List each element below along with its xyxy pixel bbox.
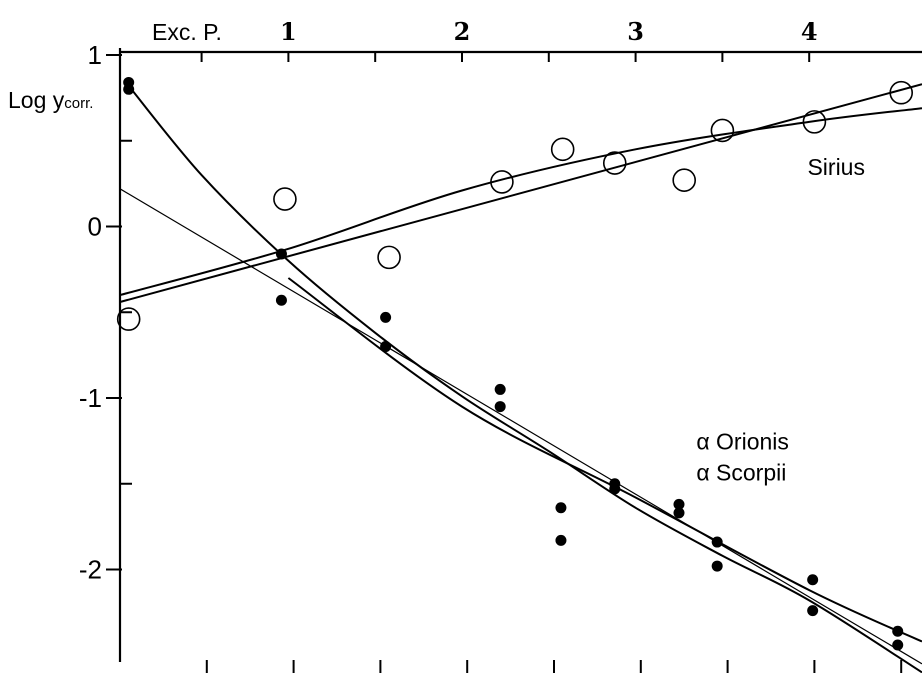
- orionis-point-12: [673, 498, 685, 510]
- y-tick-label-0: 1: [88, 40, 102, 70]
- orionis-point-17: [807, 605, 819, 617]
- sirius-point-6: [672, 168, 697, 192]
- orionis-point-14: [711, 536, 723, 548]
- orionis-point-5: [380, 341, 392, 353]
- orionis-fit-curve-2: [287, 277, 922, 643]
- sirius-point-0: [116, 307, 141, 331]
- sirius-point-9: [889, 80, 914, 105]
- y-axis-title-main: Log y: [8, 87, 65, 113]
- sirius-point-8: [802, 110, 827, 134]
- data-points: [116, 76, 914, 651]
- orionis-point-1: [123, 83, 135, 95]
- orionis-point-2: [275, 248, 287, 260]
- orionis-point-19: [892, 639, 904, 651]
- ticks: [106, 52, 903, 673]
- x-tick-label-3: 4: [801, 17, 818, 46]
- x-axis-title: Exc. P.: [152, 19, 222, 45]
- orionis-point-6: [494, 383, 506, 395]
- x-tick-label-1: 2: [454, 17, 471, 46]
- axes: [118, 48, 922, 662]
- sirius-point-7: [710, 118, 735, 143]
- annotation-2: α Scorpii: [696, 459, 786, 485]
- annotation-0: Sirius: [807, 154, 865, 180]
- sirius-point-4: [550, 137, 575, 162]
- orionis-point-8: [555, 502, 567, 514]
- sirius-point-2: [377, 245, 401, 270]
- orionis-point-9: [555, 534, 567, 546]
- orionis-point-11: [609, 483, 621, 495]
- y-axis-title: Log ycorr.: [8, 87, 93, 113]
- orionis-point-7: [494, 401, 506, 413]
- x-tick-label-2: 3: [627, 17, 644, 46]
- orionis-point-15: [711, 560, 723, 572]
- annotations: Sirius α Orionis α Scorpii: [696, 154, 865, 485]
- orionis-fit-curve: [127, 85, 922, 673]
- sirius-fit-line: [119, 83, 922, 303]
- sirius-point-1: [273, 187, 297, 211]
- y-tick-label-1: 0: [88, 212, 102, 242]
- orionis-point-13: [673, 507, 685, 519]
- orionis-fit-line: [119, 188, 922, 665]
- y-tick-label-3: -2: [79, 555, 102, 585]
- orionis-point-3: [275, 294, 287, 306]
- sirius-point-3: [490, 170, 514, 194]
- y-axis-title-sub: corr.: [64, 95, 93, 112]
- x-tick-label-0: 1: [280, 17, 297, 46]
- y-tick-label-2: -1: [79, 383, 102, 413]
- tick-labels: 1 0 -1 -2 1 2 3 4: [79, 17, 818, 585]
- sirius-point-5: [602, 151, 627, 175]
- annotation-1: α Orionis: [696, 428, 789, 454]
- orionis-point-18: [892, 625, 904, 637]
- fit-curves: [119, 83, 922, 673]
- orionis-point-16: [807, 574, 819, 586]
- sirius-fit-curve: [119, 107, 922, 297]
- orionis-point-4: [380, 311, 392, 323]
